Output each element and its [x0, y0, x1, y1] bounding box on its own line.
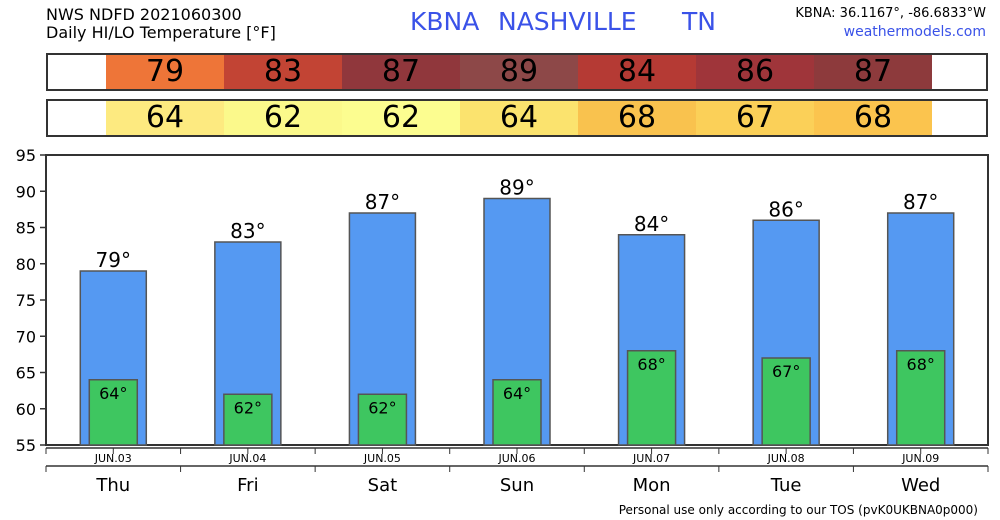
low-temp-bar	[626, 350, 677, 446]
high-temp-cell-wed: 87	[814, 55, 932, 89]
low-temp-label: 68°	[637, 355, 665, 374]
low-temp-label: 64°	[99, 384, 127, 403]
low-temp-label: 62°	[234, 398, 262, 417]
high-temp-label: 86°	[768, 197, 803, 221]
high-temperature-row: 79 83 87 89 84 86 87	[46, 53, 988, 91]
date-label: JUN.06	[497, 452, 535, 465]
low-temp-bar	[492, 379, 542, 446]
high-temp-cell-mon: 84	[578, 55, 696, 89]
y-tick-label: 95	[16, 146, 36, 165]
high-temp-label: 89°	[499, 176, 534, 200]
y-tick-label: 65	[16, 364, 36, 383]
chart-subtitle: Daily HI/LO Temperature [°F]	[46, 23, 276, 42]
weekday-label: Mon	[633, 475, 671, 496]
low-temp-bar	[761, 357, 811, 446]
weekday-label: Tue	[770, 475, 802, 496]
station-id: KBNA	[410, 7, 480, 36]
station-city: NASHVILLE	[498, 7, 637, 36]
low-temp-bar	[357, 393, 408, 446]
y-tick-label: 75	[16, 291, 36, 310]
low-temp-label: 68°	[907, 355, 935, 374]
site-link[interactable]: weathermodels.com	[843, 24, 986, 40]
high-temp-label: 87°	[365, 190, 400, 214]
high-temp-label: 79°	[96, 248, 131, 272]
low-temp-cell-sat: 62	[342, 101, 460, 135]
low-temp-cell-thu: 64	[106, 101, 224, 135]
high-temp-label: 83°	[230, 219, 265, 243]
low-temp-bar	[88, 379, 139, 446]
station-coordinates: KBNA: 36.1167°, -86.6833°W	[795, 6, 986, 21]
y-tick-label: 90	[16, 182, 36, 201]
high-temp-cell-sat: 87	[342, 55, 460, 89]
low-temp-cell-mon: 68	[578, 101, 696, 135]
date-label: JUN.05	[363, 452, 401, 465]
date-label: JUN.07	[632, 452, 670, 465]
high-temp-cell-thu: 79	[106, 55, 224, 89]
date-label: JUN.04	[228, 452, 266, 465]
high-temp-cell-fri: 83	[224, 55, 342, 89]
low-temp-bar	[895, 350, 946, 446]
low-temperature-row: 64 62 62 64 68 67 68	[46, 99, 988, 137]
low-temp-bar	[223, 393, 273, 446]
y-tick-label: 60	[16, 400, 36, 419]
low-temp-cell-tue: 67	[696, 101, 814, 135]
y-tick-label: 80	[16, 255, 36, 274]
y-tick-label: 85	[16, 219, 36, 238]
date-label: JUN.08	[767, 452, 805, 465]
low-temp-label: 62°	[368, 398, 396, 417]
date-label: JUN.09	[901, 452, 939, 465]
weekday-label: Sat	[368, 475, 398, 496]
y-tick-label: 55	[16, 436, 36, 455]
high-temp-label: 87°	[903, 190, 938, 214]
date-label: JUN.03	[94, 452, 132, 465]
low-temp-cell-sun: 64	[460, 101, 578, 135]
low-temp-cell-fri: 62	[224, 101, 342, 135]
low-temp-cell-wed: 68	[814, 101, 932, 135]
weekday-label: Thu	[95, 475, 130, 496]
high-temp-cell-sun: 89	[460, 55, 578, 89]
weekday-label: Wed	[901, 475, 940, 496]
weekday-label: Fri	[237, 475, 258, 496]
weekday-label: Sun	[500, 475, 534, 496]
low-temp-label: 64°	[503, 384, 531, 403]
y-tick-label: 70	[16, 327, 36, 346]
model-run-label: NWS NDFD 2021060300	[46, 5, 242, 24]
footer-note: Personal use only according to our TOS (…	[618, 503, 978, 517]
high-temp-cell-tue: 86	[696, 55, 814, 89]
station-state: TN	[682, 7, 716, 36]
high-temp-label: 84°	[634, 212, 669, 236]
low-temp-label: 67°	[772, 362, 800, 381]
